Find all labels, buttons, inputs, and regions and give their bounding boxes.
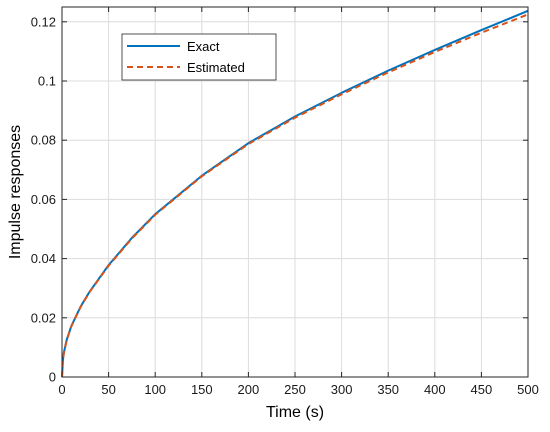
series-line-estimated [61,13,529,378]
y-tick-label: 0.1 [38,74,56,89]
x-tick-label: 200 [238,382,260,397]
y-tick-label: 0.02 [31,310,56,325]
x-tick-label: 250 [284,382,306,397]
legend: Exact Estimated [121,33,277,81]
y-tick-label: 0.12 [31,14,56,29]
x-tick-label: 100 [144,382,166,397]
legend-label-exact: Exact [187,39,220,54]
y-tick-labels: 0 0.02 0.04 0.06 0.08 0.1 0.12 [31,14,56,384]
y-tick-label: 0 [49,370,56,385]
x-tick-label: 300 [331,382,353,397]
x-tick-label: 0 [58,382,65,397]
x-tick-label: 400 [424,382,446,397]
x-tick-label: 350 [377,382,399,397]
series-layer [61,9,529,378]
y-tick-label: 0.04 [31,251,56,266]
x-tick-labels: 0 50 100 150 200 250 300 350 400 450 500 [58,382,538,397]
legend-box [121,33,277,81]
y-axis-label: Impulse responses [7,125,24,259]
x-tick-label: 150 [191,382,213,397]
tick-marks [61,7,529,378]
y-tick-label: 0.08 [31,133,56,148]
x-tick-label: 450 [471,382,493,397]
legend-label-estimated: Estimated [187,60,245,75]
y-tick-label: 0.06 [31,192,56,207]
x-tick-label: 500 [517,382,539,397]
x-tick-label: 50 [101,382,115,397]
x-axis-label: Time (s) [266,404,324,421]
